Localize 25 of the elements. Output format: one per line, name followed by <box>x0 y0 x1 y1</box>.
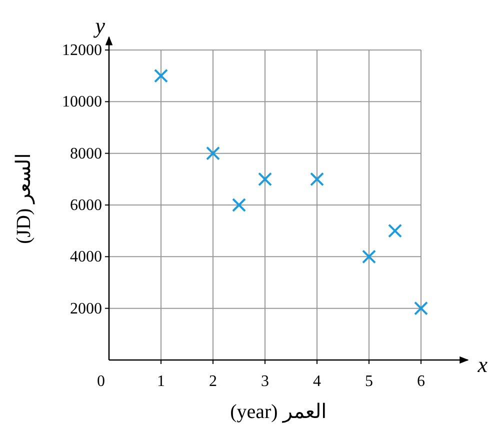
point <box>310 172 324 186</box>
point <box>414 301 428 316</box>
point <box>388 224 402 238</box>
x-tick-label: 1 <box>157 373 165 390</box>
x-axis-title: العمر (year) <box>230 401 327 423</box>
text: x <box>476 352 488 377</box>
point <box>154 68 168 83</box>
y-tick-label: 6000 <box>70 197 102 214</box>
x-tick-label: 2 <box>209 373 217 390</box>
y-axis-title: السعر (JD) <box>13 153 35 244</box>
y-tick-label: 4000 <box>70 248 102 266</box>
point <box>206 146 220 160</box>
text: y <box>93 13 106 38</box>
x-tick-label: 0 <box>97 373 105 390</box>
point <box>362 250 376 264</box>
y-tick-label: 10000 <box>62 94 102 111</box>
y-tick-label: 2000 <box>70 300 102 318</box>
x-tick-label: 3 <box>261 373 269 390</box>
x-tick-label: 6 <box>417 373 425 390</box>
y-tick-label: 8000 <box>70 145 102 162</box>
x-tick-label: 5 <box>365 373 373 390</box>
point <box>232 198 246 212</box>
x-tick-label: 4 <box>313 373 321 390</box>
y-tick-label: 12000 <box>62 42 102 59</box>
point <box>258 172 272 186</box>
